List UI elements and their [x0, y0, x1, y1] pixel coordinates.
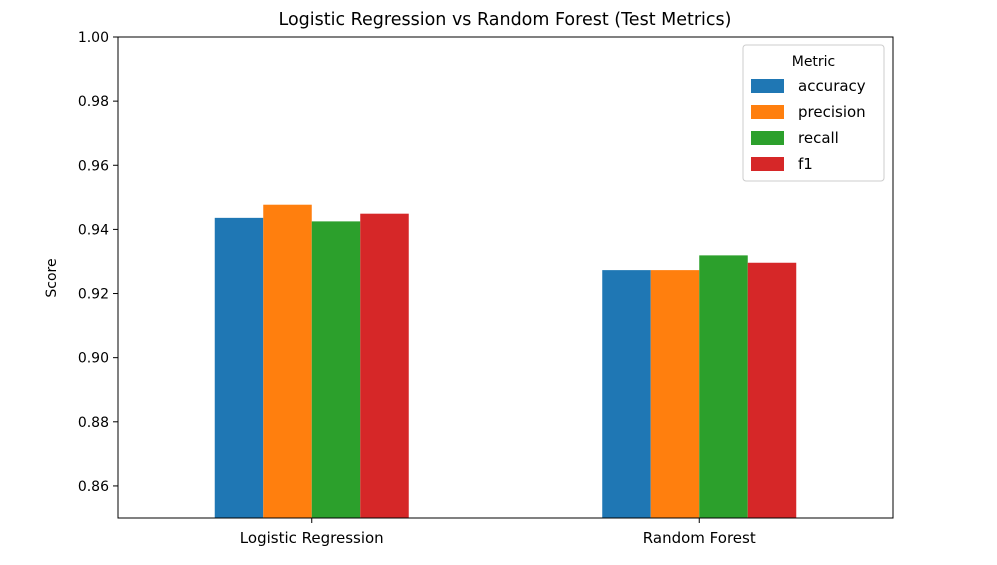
legend-title: Metric — [792, 54, 836, 70]
bar-accuracy-2 — [602, 270, 651, 518]
legend-swatch-f1 — [751, 157, 784, 171]
x-tick-label: Random Forest — [643, 529, 756, 547]
y-tick-label: 1.00 — [78, 30, 109, 46]
y-tick-label: 0.86 — [78, 479, 109, 495]
bar-accuracy-1 — [214, 217, 264, 518]
bars-layer — [214, 204, 797, 519]
legend: Metric accuracy precision recall f1 — [742, 44, 885, 182]
legend-label-f1: f1 — [798, 155, 813, 173]
bar-f1-1 — [360, 213, 409, 519]
y-tick-label: 0.88 — [78, 415, 109, 431]
bar-precision-2 — [650, 270, 700, 518]
bar-recall-2 — [699, 255, 748, 518]
legend-swatch-accuracy — [751, 79, 784, 93]
y-axis-label: Score — [44, 258, 60, 297]
chart-title: Logistic Regression vs Random Forest (Te… — [279, 10, 732, 30]
x-tick-label: Logistic Regression — [240, 529, 384, 547]
legend-swatch-recall — [751, 131, 784, 145]
legend-label-recall: recall — [798, 129, 839, 147]
y-tick-label: 0.92 — [78, 287, 109, 303]
plot-frame — [117, 36, 894, 519]
y-tick-label: 0.98 — [78, 94, 109, 110]
y-tick-label: 0.90 — [78, 351, 109, 367]
bar-f1-2 — [747, 262, 797, 518]
legend-label-accuracy: accuracy — [798, 77, 866, 95]
bar-precision-1 — [263, 204, 312, 518]
legend-label-precision: precision — [798, 103, 866, 121]
y-tick-label: 0.96 — [78, 158, 109, 174]
y-tick-label: 0.94 — [78, 222, 109, 238]
axes-layer: 0.86 0.88 0.90 0.92 0.94 0.96 0.98 1.00 Logistic… — [78, 30, 894, 547]
legend-swatch-precision — [751, 105, 784, 119]
bar-recall-1 — [311, 221, 361, 518]
